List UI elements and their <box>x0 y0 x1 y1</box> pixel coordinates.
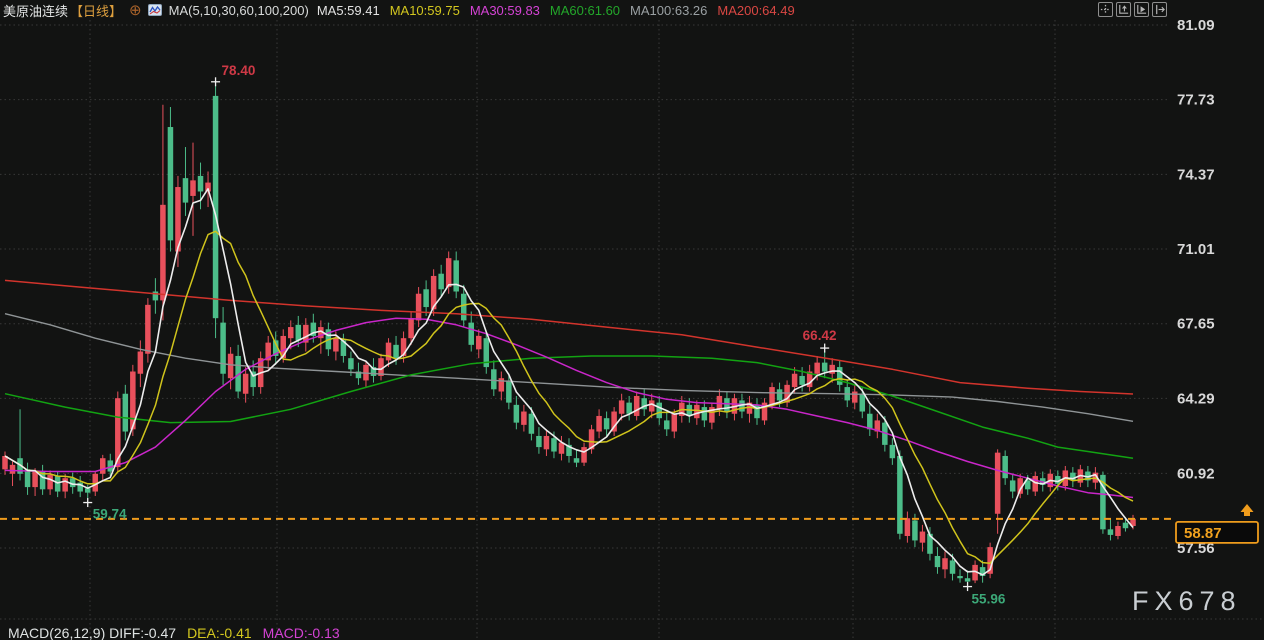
macd-footer-part-1: DEA:-0.41 <box>187 625 252 640</box>
y-axis-label: 71.01 <box>1177 241 1215 258</box>
ma-value-label-1: MA10:59.75 <box>389 2 460 18</box>
y-axis-label: 81.09 <box>1177 17 1215 34</box>
ma-value-label-2: MA30:59.83 <box>469 2 540 18</box>
chart-header: 美原油连续 【日线】 ⊕ MA(5,10,30,60,100,200) MA5:… <box>0 0 1264 20</box>
ma-value-label-4: MA100:63.26 <box>630 2 708 18</box>
ma-values: MA5:59.41 MA10:59.75 MA30:59.83 MA60:61.60 M… <box>317 3 805 18</box>
y-axis-label: 64.29 <box>1177 390 1215 407</box>
chart-toolbar <box>1098 2 1167 17</box>
low-annotation-label: 59.74 <box>93 507 127 522</box>
watermark: FX678 <box>1132 586 1242 616</box>
y-axis-label: 77.73 <box>1177 92 1215 109</box>
axis-scale-up-icon[interactable] <box>1116 2 1131 17</box>
instrument-title: 美原油连续 <box>3 3 69 19</box>
macd-footer: MACD(26,12,9) DIFF:-0.47 DEA:-0.41 MACD:-0… <box>8 625 351 640</box>
ma-value-label-3: MA60:61.60 <box>549 2 621 18</box>
y-axis-label: 60.92 <box>1177 465 1215 482</box>
current-price-label: 58.87 <box>1184 525 1222 542</box>
axis-play-icon[interactable] <box>1134 2 1149 17</box>
y-axis-label: 57.56 <box>1177 540 1215 557</box>
high-annotation-label: 78.40 <box>222 63 256 78</box>
y-axis-label: 67.65 <box>1177 316 1215 333</box>
period-label: 【日线】 <box>70 3 123 19</box>
high-annotation-label: 66.42 <box>803 328 837 343</box>
macd-footer-part-0: MACD(26,12,9) DIFF:-0.47 <box>8 625 177 640</box>
crosshair-icon[interactable] <box>1098 2 1113 17</box>
macd-footer-part-2: MACD:-0.13 <box>262 625 340 640</box>
y-axis-label: 74.37 <box>1177 166 1215 183</box>
ma-value-label-0: MA5:59.41 <box>316 2 380 18</box>
ma-params-label: MA(5,10,30,60,100,200) <box>168 2 309 18</box>
ma-value-label-5: MA200:64.49 <box>717 2 795 18</box>
page-forward-icon[interactable] <box>1152 2 1167 17</box>
current-price-box <box>1175 520 1259 544</box>
target-icon[interactable]: ⊕ <box>129 1 142 19</box>
mini-chart-icon[interactable] <box>147 4 162 16</box>
low-annotation-label: 55.96 <box>972 592 1006 607</box>
